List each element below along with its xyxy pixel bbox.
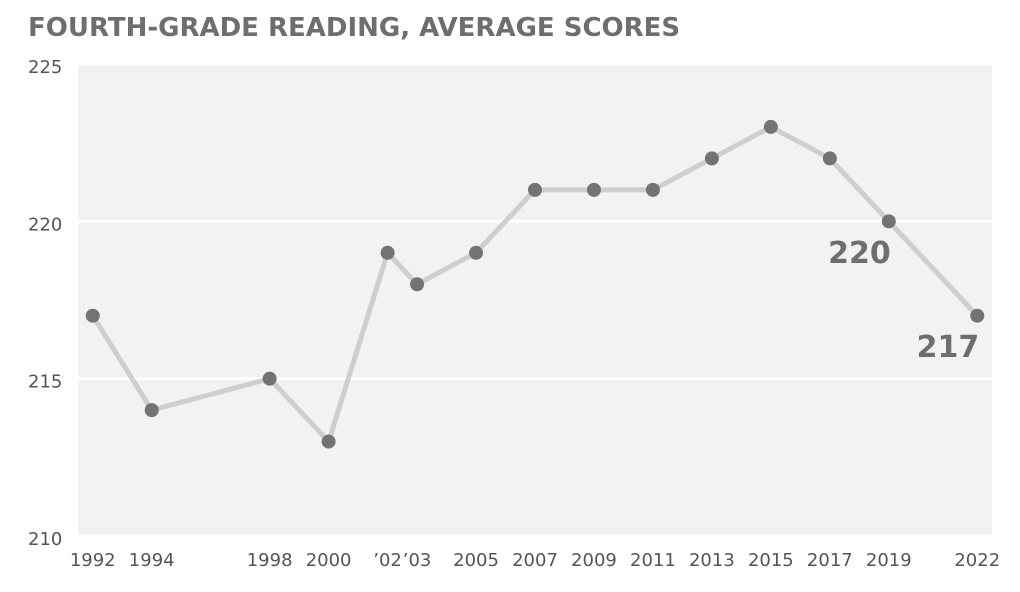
- point: [586, 182, 601, 197]
- point: [822, 151, 837, 166]
- x-tick-label: 1992: [70, 550, 116, 571]
- point: [85, 308, 100, 323]
- x-tick-label: 1998: [247, 550, 293, 571]
- point: [144, 403, 159, 418]
- y-tick-label: 225: [28, 57, 62, 78]
- x-tick-label: 2022: [954, 550, 1000, 571]
- y-tick-label: 215: [28, 372, 62, 393]
- x-tick-label: 2015: [748, 550, 794, 571]
- point: [410, 277, 425, 292]
- data-label: 220: [828, 236, 891, 271]
- x-tick-label: 1994: [129, 550, 175, 571]
- x-tick-label: 2013: [689, 550, 735, 571]
- x-tick-label: 2019: [866, 550, 912, 571]
- point: [704, 151, 719, 166]
- point: [645, 182, 660, 197]
- x-tick-label: 2005: [453, 550, 499, 571]
- point: [528, 182, 542, 197]
- point: [763, 119, 778, 134]
- plot-area: [78, 64, 992, 536]
- point: [881, 214, 896, 229]
- point: [380, 245, 395, 260]
- y-tick-label: 210: [28, 529, 62, 550]
- point: [262, 371, 277, 386]
- data-label: 217: [917, 330, 980, 365]
- x-tick-label: 2011: [630, 550, 676, 571]
- y-tick-label: 220: [28, 214, 62, 235]
- x-tick-label: 2000: [306, 550, 352, 571]
- x-tick-label: 2007: [512, 550, 558, 571]
- chart-title: FOURTH-GRADE READING, AVERAGE SCORES: [28, 13, 680, 43]
- x-tick-label: ’02: [373, 550, 402, 571]
- point: [469, 245, 484, 260]
- x-tick-label: 2017: [807, 550, 853, 571]
- point: [970, 308, 985, 323]
- x-tick-label: ’03: [403, 550, 432, 571]
- x-tick-label: 2009: [571, 550, 617, 571]
- point: [321, 434, 336, 449]
